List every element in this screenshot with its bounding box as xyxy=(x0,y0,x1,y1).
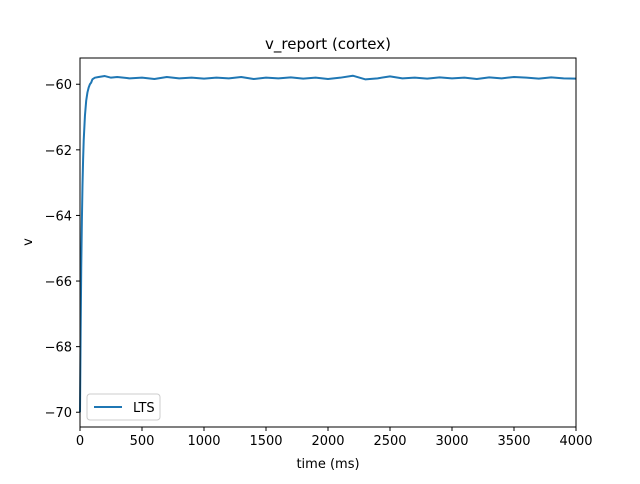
y-axis-ticks: −70 −68 −66 −64 −62 −60 xyxy=(45,78,80,421)
x-axis-label: time (ms) xyxy=(296,457,359,472)
y-tick-label: −60 xyxy=(45,78,72,93)
x-tick-label: 2000 xyxy=(311,434,344,449)
plot-area-frame xyxy=(79,57,577,428)
y-tick-label: −64 xyxy=(45,209,72,224)
y-tick-label: −68 xyxy=(45,341,72,356)
chart-title: v_report (cortex) xyxy=(265,35,391,54)
x-tick-label: 1000 xyxy=(187,434,220,449)
legend-label: LTS xyxy=(133,401,155,416)
x-tick-label: 0 xyxy=(76,434,84,449)
x-tick-label: 500 xyxy=(130,434,155,449)
x-tick-label: 1500 xyxy=(249,434,282,449)
legend: LTS xyxy=(86,393,161,421)
x-axis-ticks: 0 500 1000 1500 2000 2500 3000 3500 4000 xyxy=(76,427,593,449)
y-tick-label: −70 xyxy=(45,406,72,421)
x-tick-label: 3500 xyxy=(497,434,530,449)
x-tick-label: 4000 xyxy=(559,434,592,449)
y-tick-label: −66 xyxy=(45,275,72,290)
x-tick-label: 3000 xyxy=(435,434,468,449)
x-tick-label: 2500 xyxy=(373,434,406,449)
series-line-lts xyxy=(79,74,577,413)
series-layer xyxy=(79,74,577,413)
y-tick-label: −62 xyxy=(45,144,72,159)
legend-box xyxy=(86,393,161,421)
y-axis-label: v xyxy=(21,238,36,246)
